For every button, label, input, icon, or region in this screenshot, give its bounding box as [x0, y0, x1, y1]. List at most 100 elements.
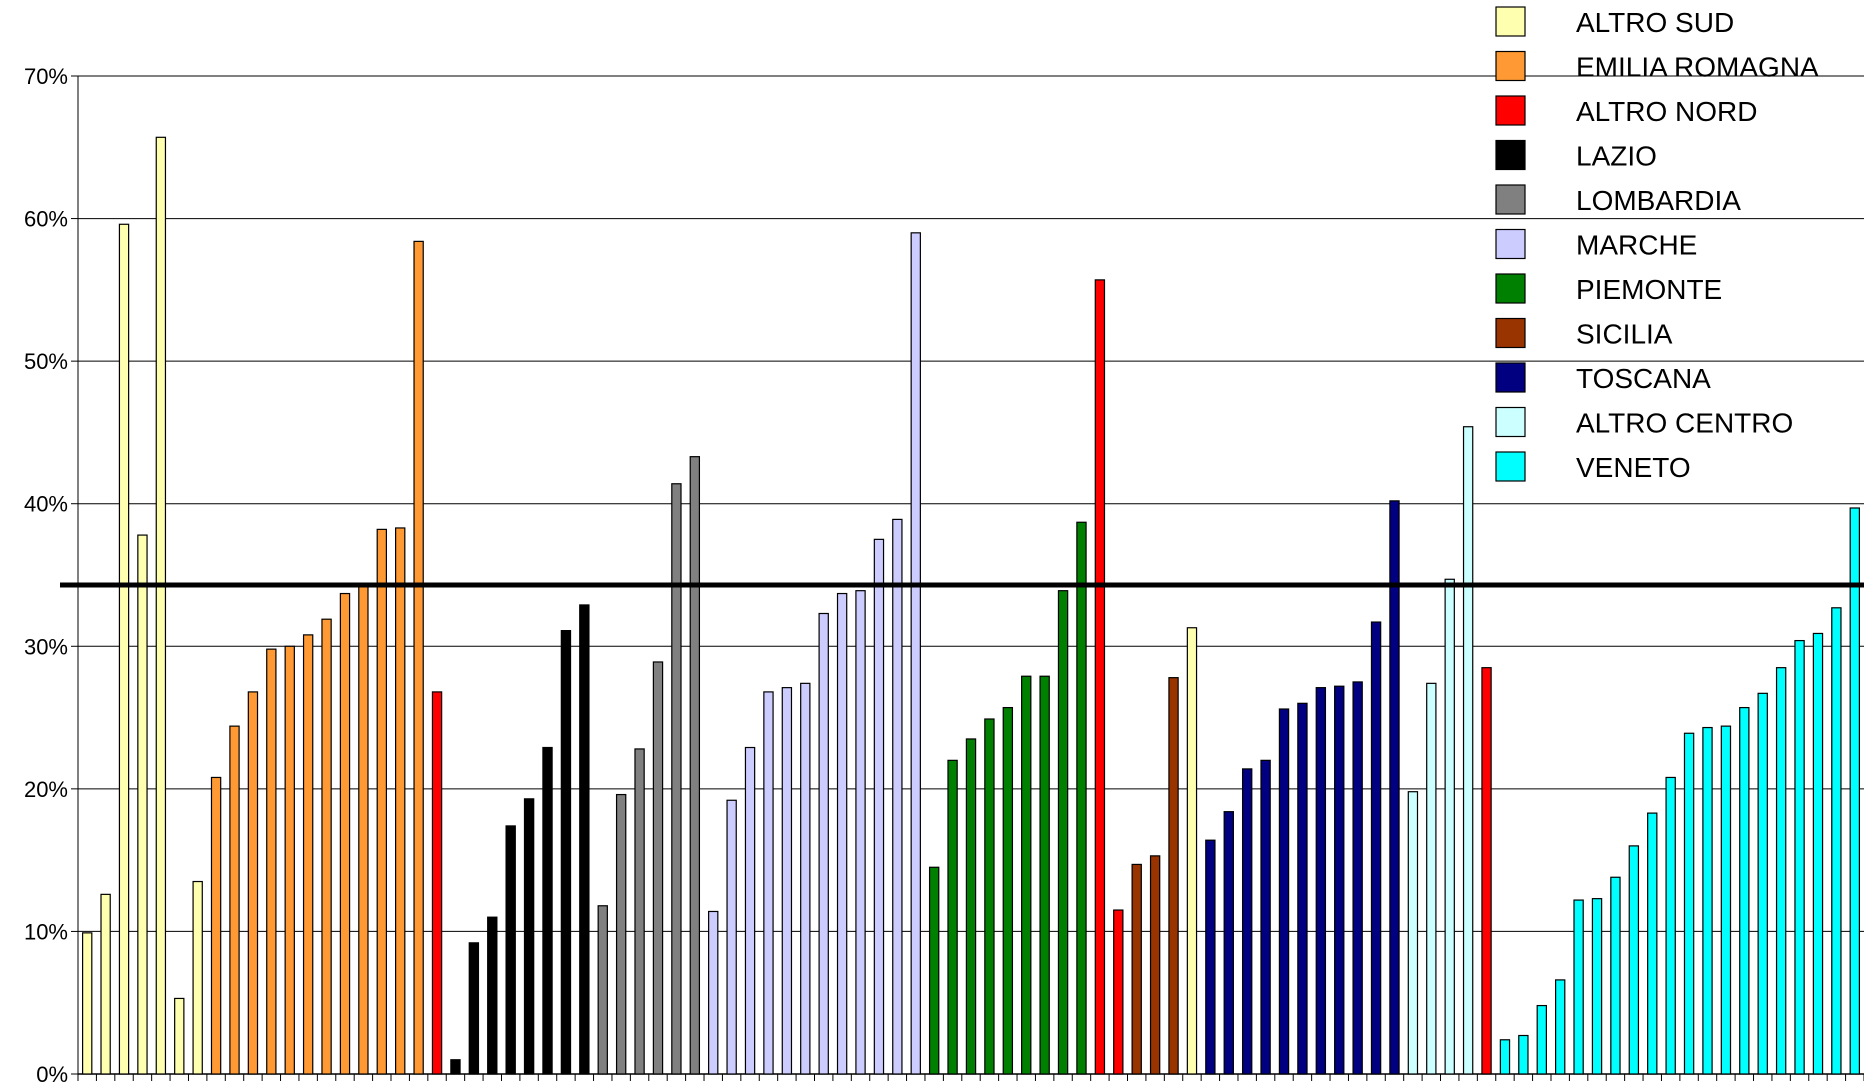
- bar: [818, 612, 829, 1075]
- bar: [781, 687, 793, 1075]
- bar: [1831, 607, 1842, 1075]
- legend: ALTRO SUD EMILIA ROMAGNA ALTRO NORD LAZIO LO…: [1495, 6, 1819, 483]
- legend-swatch: [1495, 451, 1526, 482]
- bar: [1094, 279, 1106, 1075]
- bar: [836, 592, 848, 1075]
- bar: [339, 592, 351, 1075]
- bar: [266, 648, 277, 1075]
- bar: [302, 634, 314, 1075]
- bar: [1241, 768, 1253, 1075]
- bar: [855, 590, 866, 1075]
- bar: [634, 748, 645, 1075]
- bar: [1131, 863, 1142, 1075]
- bar: [1444, 578, 1455, 1075]
- bar: [1757, 692, 1768, 1075]
- bar: [1057, 590, 1069, 1075]
- y-tick-label: 40%: [24, 492, 68, 517]
- legend-label: PIEMONTE: [1576, 274, 1722, 305]
- x-axis: [77, 1073, 1864, 1081]
- bar: [1812, 632, 1824, 1075]
- y-tick-label: 30%: [24, 634, 68, 659]
- legend-swatch: [1495, 406, 1526, 438]
- bar: [689, 456, 701, 1075]
- bar: [523, 798, 535, 1075]
- legend-swatch: [1495, 228, 1526, 260]
- bar: [1260, 759, 1271, 1075]
- legend-swatch: [1495, 362, 1526, 393]
- bar: [1370, 621, 1382, 1075]
- bar: [137, 534, 148, 1075]
- bar: [1665, 776, 1676, 1075]
- y-tick-label: 10%: [24, 919, 68, 944]
- legend-label: SICILIA: [1576, 319, 1673, 350]
- bar: [1610, 876, 1621, 1075]
- bar: [671, 483, 682, 1075]
- y-tick-label: 70%: [24, 64, 68, 89]
- legend-swatch: [1495, 6, 1526, 37]
- legend-swatch: [1495, 95, 1526, 126]
- bar: [763, 691, 774, 1075]
- legend-label: MARCHE: [1576, 230, 1697, 261]
- bar: [174, 997, 185, 1075]
- bar: [100, 893, 111, 1075]
- bar: [615, 793, 627, 1075]
- legend-label: LOMBARDIA: [1576, 185, 1741, 216]
- bar: [1499, 1039, 1511, 1075]
- bar: [192, 880, 203, 1075]
- bar: [1278, 708, 1290, 1075]
- legend-swatch: [1495, 317, 1526, 349]
- bar: [1628, 845, 1640, 1075]
- bar: [229, 725, 240, 1075]
- bar: [800, 682, 811, 1075]
- bar: [1849, 507, 1860, 1075]
- bar: [1149, 855, 1161, 1075]
- bar: [1591, 898, 1603, 1075]
- bar: [487, 916, 498, 1075]
- bar: [1205, 839, 1216, 1075]
- bar: [1297, 702, 1308, 1075]
- bar: [450, 1059, 461, 1075]
- bar: [947, 759, 958, 1075]
- bar: [597, 905, 608, 1075]
- bar: [155, 136, 167, 1075]
- legend-label: ALTRO SUD: [1576, 7, 1734, 38]
- bar: [579, 604, 590, 1075]
- legend-label: ALTRO NORD: [1576, 96, 1758, 127]
- bar: [1113, 909, 1124, 1075]
- bar: [1223, 811, 1234, 1075]
- legend-swatch: [1495, 273, 1526, 304]
- bar: [1739, 706, 1750, 1075]
- bar: [1702, 726, 1713, 1075]
- y-tick-label: 50%: [24, 349, 68, 374]
- legend-swatch: [1495, 50, 1526, 82]
- bar: [1352, 681, 1363, 1075]
- y-tick-label: 60%: [24, 207, 68, 232]
- bar: [892, 518, 903, 1075]
- bar: [376, 528, 388, 1075]
- bar: [1002, 706, 1014, 1075]
- legend-label: EMILIA ROMAGNA: [1576, 52, 1819, 83]
- legend-label: VENETO: [1576, 452, 1691, 483]
- bar: [1334, 685, 1345, 1075]
- bar: [505, 825, 516, 1075]
- bar: [1554, 979, 1566, 1075]
- bar: [321, 618, 332, 1075]
- bar: [210, 776, 222, 1075]
- bar: [1426, 682, 1437, 1075]
- bar: [1168, 677, 1179, 1075]
- bar: [1775, 667, 1787, 1075]
- bar: [413, 240, 424, 1075]
- bar: [1647, 812, 1658, 1075]
- bar: [1389, 500, 1400, 1075]
- legend-label: ALTRO CENTRO: [1576, 408, 1793, 439]
- y-tick-label: 20%: [24, 777, 68, 802]
- bar: [965, 738, 977, 1075]
- bar: [431, 691, 443, 1075]
- bar: [1794, 639, 1805, 1075]
- bar: [652, 661, 664, 1075]
- bar: [395, 527, 406, 1075]
- legend-swatch: [1495, 184, 1526, 215]
- legend-label: LAZIO: [1576, 141, 1657, 172]
- bar: [1076, 521, 1087, 1075]
- bar: [1481, 667, 1492, 1075]
